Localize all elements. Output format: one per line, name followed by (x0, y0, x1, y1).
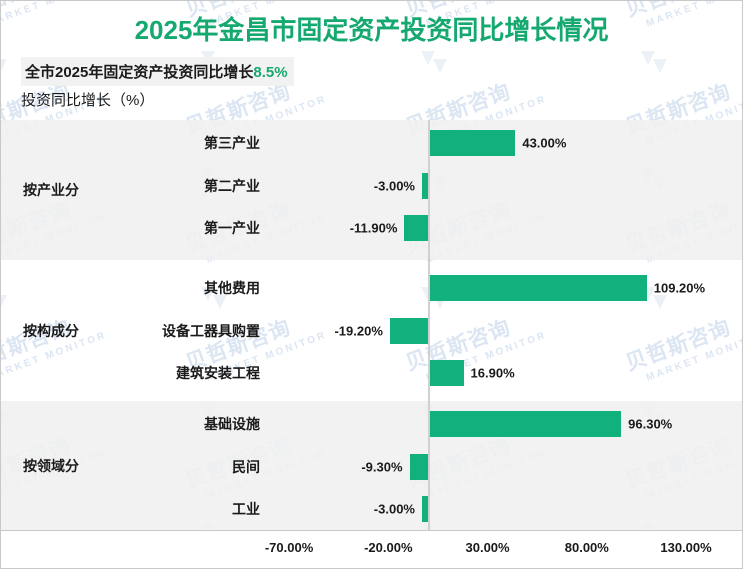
subtitle: 全市2025年固定资产投资同比增长8.5% (21, 57, 294, 86)
watermark-logo-icon (1, 49, 13, 79)
chart-header: 2025年金昌市固定资产投资同比增长情况 全市2025年固定资产投资同比增长8.… (1, 1, 742, 109)
bar-value-label: 109.20% (653, 280, 706, 296)
bar-row: 其他费用 109.20% (1, 267, 742, 310)
x-axis-tick-label: 130.00% (660, 540, 712, 555)
x-axis-tick-label: 30.00% (465, 540, 510, 555)
group-label: 按产业分 (23, 182, 79, 198)
category-label: 工业 (232, 501, 260, 518)
category-label: 第三产业 (204, 135, 260, 152)
bar-row: 民间 -9.30% (1, 446, 742, 489)
watermark-logo-icon (419, 49, 453, 79)
bar-value-label: -11.90% (349, 220, 398, 236)
category-label: 第一产业 (204, 220, 260, 237)
bar (430, 275, 647, 302)
chart-title: 2025年金昌市固定资产投资同比增长情况 (134, 15, 609, 45)
group-label: 按领域分 (23, 457, 79, 474)
group-label: 按构成分 (23, 322, 79, 339)
bar-value-label: -19.20% (334, 323, 383, 339)
x-axis-tick-label: -20.00% (364, 540, 413, 555)
x-axis: -70.00% -20.00% 30.00% 80.00% 130.00% (1, 530, 742, 568)
x-axis-tick-label: 80.00% (564, 540, 609, 555)
plot-area: 按产业分 第三产业 43.00% 第二产业 -3.00% 第一产业 -11.90% 按构成分 其… (1, 120, 742, 530)
bar (422, 172, 428, 199)
bar-value-label: 43.00% (522, 135, 567, 151)
category-label: 民间 (232, 458, 260, 475)
bar-value-label: 96.30% (628, 416, 673, 432)
bar (409, 453, 428, 480)
bar (430, 360, 464, 387)
category-label: 第二产业 (204, 177, 260, 194)
x-axis-tick-label: -70.00% (264, 540, 314, 555)
bar-value-label: 16.90% (470, 365, 515, 381)
bar (422, 496, 428, 523)
bar-row: 第一产业 -11.90% (1, 207, 742, 250)
watermark-logo-icon (639, 49, 673, 79)
bar (389, 317, 428, 344)
category-label: 其他费用 (204, 280, 260, 297)
bar-row: 第二产业 -3.00% (1, 165, 742, 208)
bar-value-label: -9.30% (361, 459, 403, 475)
bar (404, 215, 428, 242)
bar-value-label: -3.00% (373, 501, 415, 517)
bar-row: 基础设施 96.30% (1, 403, 742, 446)
bar (430, 411, 622, 438)
bar (430, 130, 516, 157)
bar-row: 设备工器具购置 -19.20% (1, 310, 742, 353)
value-axis-title: 投资同比增长（%） (21, 92, 155, 109)
bar-row: 建筑安装工程 16.90% (1, 352, 742, 395)
group-band: 按领域分 基础设施 96.30% 民间 -9.30% 工业 -3.00% (1, 401, 742, 530)
category-label: 设备工器具购置 (162, 322, 260, 339)
group-band: 按产业分 第三产业 43.00% 第二产业 -3.00% 第一产业 -11.90% (1, 120, 742, 260)
zero-axis-line (428, 120, 430, 530)
bar-value-label: -3.00% (373, 178, 415, 194)
group-band: 按构成分 其他费用 109.20% 设备工器具购置 -19.20% 建筑安装工程 16.90… (1, 260, 742, 401)
category-label: 基础设施 (204, 416, 260, 433)
bar-row: 第三产业 43.00% (1, 122, 742, 165)
subtitle-highlight-value: 8.5% (253, 64, 288, 81)
subtitle-text: 全市2025年固定资产投资同比增长 (25, 64, 254, 81)
bar-row: 工业 -3.00% (1, 488, 742, 531)
category-label: 建筑安装工程 (176, 365, 260, 382)
